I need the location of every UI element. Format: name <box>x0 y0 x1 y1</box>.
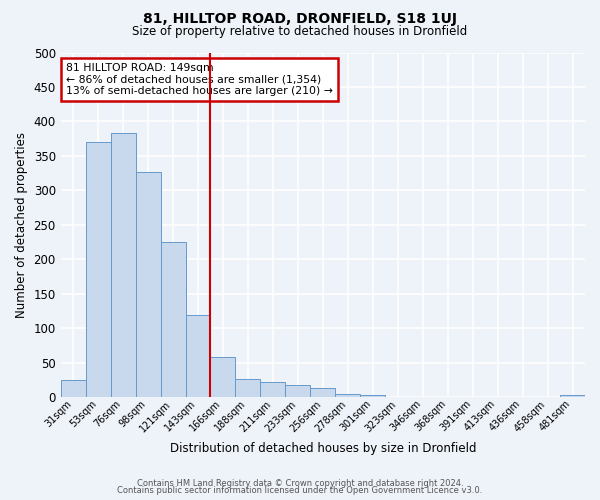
Bar <box>385 396 410 398</box>
Bar <box>61 380 86 398</box>
Y-axis label: Number of detached properties: Number of detached properties <box>15 132 28 318</box>
Text: Contains HM Land Registry data © Crown copyright and database right 2024.: Contains HM Land Registry data © Crown c… <box>137 478 463 488</box>
X-axis label: Distribution of detached houses by size in Dronfield: Distribution of detached houses by size … <box>170 442 476 455</box>
Text: 81, HILLTOP ROAD, DRONFIELD, S18 1UJ: 81, HILLTOP ROAD, DRONFIELD, S18 1UJ <box>143 12 457 26</box>
Bar <box>286 385 310 398</box>
Bar <box>185 314 211 398</box>
Bar <box>211 356 235 398</box>
Bar <box>310 388 335 398</box>
Bar <box>110 133 136 398</box>
Bar <box>560 396 585 398</box>
Text: Contains public sector information licensed under the Open Government Licence v3: Contains public sector information licen… <box>118 486 482 495</box>
Bar <box>161 242 185 398</box>
Text: 81 HILLTOP ROAD: 149sqm
← 86% of detached houses are smaller (1,354)
13% of semi: 81 HILLTOP ROAD: 149sqm ← 86% of detache… <box>66 63 333 96</box>
Bar <box>335 394 360 398</box>
Bar <box>136 172 161 398</box>
Bar <box>235 380 260 398</box>
Bar <box>260 382 286 398</box>
Bar <box>360 394 385 398</box>
Bar <box>86 142 110 398</box>
Text: Size of property relative to detached houses in Dronfield: Size of property relative to detached ho… <box>133 25 467 38</box>
